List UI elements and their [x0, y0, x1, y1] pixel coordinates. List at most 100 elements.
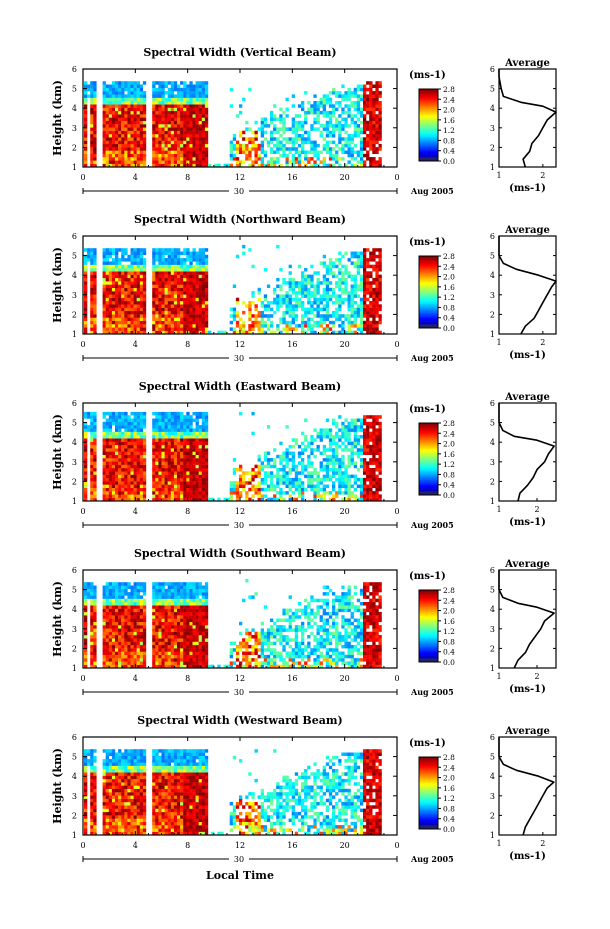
- heatmap-cell: [363, 421, 367, 426]
- heatmap-cell: [170, 304, 175, 308]
- heatmap-cell: [84, 153, 88, 158]
- heatmap-cell: [198, 107, 202, 112]
- heatmap-cell: [105, 425, 109, 429]
- heatmap-cell: [363, 494, 367, 498]
- heatmap-cell: [372, 287, 376, 292]
- heatmap-cell: [201, 281, 206, 285]
- heatmap-cell: [90, 147, 94, 151]
- heatmap-cell: [90, 277, 94, 282]
- heatmap-cell: [304, 287, 308, 292]
- heatmap-cell: [369, 143, 373, 148]
- heatmap-cell: [189, 418, 193, 422]
- heatmap-cell: [136, 157, 140, 161]
- heatmap-cell: [170, 327, 175, 331]
- heatmap-cell: [93, 438, 97, 442]
- heatmap-cell: [301, 127, 305, 131]
- heatmap-cell: [139, 297, 144, 302]
- heatmap-cell: [288, 327, 292, 331]
- heatmap-cell: [282, 297, 286, 302]
- heatmap-cell: [139, 454, 144, 459]
- heatmap-cell: [90, 458, 94, 462]
- heatmap-cell: [341, 157, 345, 161]
- heatmap-cell: [177, 120, 181, 125]
- average-y-tick-label: 1: [490, 163, 495, 172]
- heatmap-cell: [375, 415, 379, 419]
- heatmap-cell: [276, 244, 280, 249]
- heatmap-cell: [307, 160, 311, 164]
- colorbar-segment: [419, 277, 438, 280]
- heatmap-cell: [242, 324, 246, 328]
- heatmap-cell: [133, 261, 137, 265]
- heatmap-cell: [133, 258, 137, 262]
- heatmap-cell: [142, 494, 147, 498]
- heatmap-cell: [195, 444, 199, 449]
- heatmap-cell: [201, 461, 206, 465]
- colorbar-segment: [419, 272, 438, 275]
- heatmap-cell: [177, 143, 181, 148]
- heatmap-cell: [164, 320, 168, 325]
- heatmap-cell: [115, 497, 119, 502]
- heatmap-cell: [328, 268, 333, 272]
- heatmap-cell: [204, 261, 209, 265]
- heatmap-cell: [335, 120, 339, 125]
- heatmap-cell: [372, 134, 376, 138]
- heatmap-cell: [347, 320, 351, 325]
- heatmap-cell: [180, 287, 184, 292]
- heatmap-cell: [177, 84, 181, 88]
- heatmap-cell: [319, 481, 323, 485]
- heatmap-cell: [180, 153, 184, 158]
- heatmap-cell: [310, 324, 314, 328]
- heatmap-cell: [158, 497, 162, 502]
- heatmap-cell: [180, 160, 184, 164]
- heatmap-cell: [164, 134, 168, 138]
- heatmap-cell: [294, 114, 299, 118]
- heatmap-cell: [270, 150, 274, 154]
- heatmap-cell: [341, 147, 345, 151]
- heatmap-cell: [257, 324, 261, 328]
- heatmap-cell: [170, 418, 175, 422]
- heatmap-cell: [369, 451, 373, 455]
- heatmap-cell: [353, 461, 357, 465]
- heatmap-cell: [325, 271, 330, 275]
- heatmap-cell: [155, 415, 159, 419]
- heatmap-cell: [316, 114, 320, 118]
- heatmap-cell: [310, 471, 314, 475]
- heatmap-cell: [304, 274, 308, 279]
- heatmap-cell: [325, 281, 330, 285]
- heatmap-cell: [338, 307, 342, 312]
- heatmap-cell: [328, 297, 333, 302]
- heatmap-cell: [130, 314, 134, 318]
- heatmap-cell: [201, 491, 206, 495]
- heatmap-cell: [118, 287, 122, 292]
- heatmap-cell: [372, 497, 376, 502]
- heatmap-cell: [369, 81, 373, 85]
- heatmap-cell: [167, 137, 171, 141]
- heatmap-cell: [363, 251, 367, 255]
- heatmap-cell: [263, 137, 268, 141]
- heatmap-cell: [378, 291, 382, 295]
- colorbar-segment: [419, 90, 438, 92]
- heatmap-cell: [301, 120, 305, 125]
- heatmap-cell: [254, 464, 258, 469]
- heatmap-cell: [254, 471, 258, 475]
- colorbar-segment: [419, 286, 438, 289]
- heatmap-cell: [198, 425, 202, 429]
- heatmap-cell: [378, 81, 382, 85]
- heatmap-cell: [142, 301, 147, 305]
- heatmap-cell: [363, 101, 367, 105]
- heatmap-cell: [142, 160, 147, 164]
- heatmap-cell: [127, 444, 131, 449]
- heatmap-cell: [186, 160, 190, 164]
- heatmap-cell: [319, 314, 323, 318]
- heatmap-cell: [356, 254, 361, 259]
- heatmap-cell: [118, 134, 122, 138]
- heatmap-cell: [115, 291, 119, 295]
- heatmap-cell: [102, 438, 106, 442]
- heatmap-cell: [279, 487, 283, 492]
- heatmap-cell: [108, 464, 113, 469]
- heatmap-cell: [288, 458, 292, 462]
- heatmap-cell: [189, 97, 193, 102]
- heatmap-cell: [322, 497, 326, 502]
- heatmap-cell: [270, 481, 274, 485]
- heatmap-cell: [161, 130, 165, 135]
